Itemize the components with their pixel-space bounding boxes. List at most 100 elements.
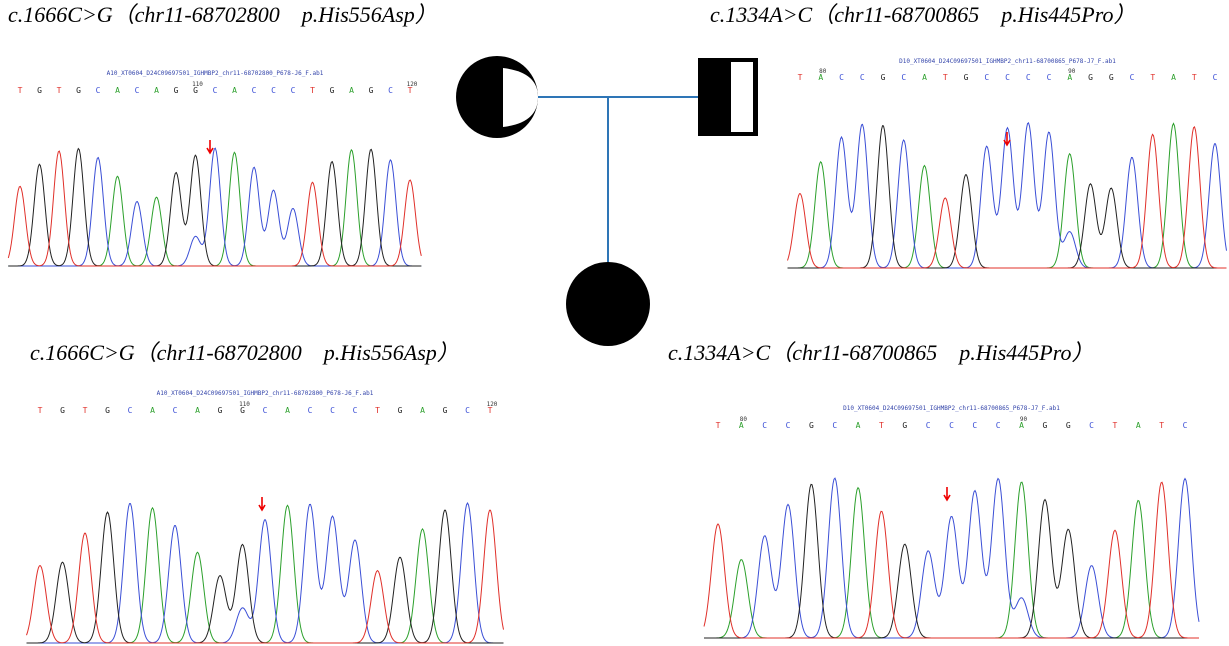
base-call: G	[60, 406, 65, 415]
base-call: T	[57, 86, 62, 95]
position-marker: 110	[239, 401, 250, 408]
base-call: T	[798, 73, 803, 82]
position-marker: 90	[1068, 68, 1076, 75]
mutation-arrow	[259, 497, 265, 510]
caption: c.1666C>G（chr11-68702800 p.His556Asp）	[8, 2, 437, 27]
base-call: A	[115, 86, 120, 95]
base-call: A	[154, 86, 159, 95]
base-call: A	[420, 406, 425, 415]
base-call: T	[1192, 73, 1197, 82]
mother-half	[503, 68, 538, 127]
trace	[27, 503, 504, 643]
base-call: G	[809, 421, 814, 430]
base-call: C	[135, 86, 140, 95]
trace	[27, 505, 504, 643]
mutation-arrow	[207, 140, 213, 153]
base-call: C	[96, 86, 101, 95]
trace	[788, 127, 1227, 268]
file-name: A10_XT0604_D24C09697501_IGHMBP2_chr11-68…	[157, 390, 374, 397]
position-marker: 120	[407, 81, 418, 88]
base-call: C	[465, 406, 470, 415]
base-call: G	[443, 406, 448, 415]
base-call: A	[349, 86, 354, 95]
base-call: G	[398, 406, 403, 415]
position-marker: 90	[1020, 416, 1028, 423]
trace	[27, 510, 504, 643]
trace	[704, 482, 1199, 638]
base-call: T	[879, 421, 884, 430]
base-call: G	[1109, 73, 1114, 82]
base-call: C	[252, 86, 257, 95]
base-call: A	[195, 406, 200, 415]
base-call: G	[369, 86, 374, 95]
base-call: A	[856, 421, 861, 430]
base-call: C	[330, 406, 335, 415]
base-call: T	[943, 73, 948, 82]
father-half	[731, 62, 753, 132]
base-call: C	[901, 73, 906, 82]
base-call: A	[285, 406, 290, 415]
base-call: G	[76, 86, 81, 95]
base-call: G	[105, 406, 110, 415]
position-marker: 120	[487, 401, 498, 408]
sequencing-panel: c.1666C>G（chr11-68702800 p.His556Asp） A10…	[8, 2, 437, 266]
base-call: C	[173, 406, 178, 415]
trace	[8, 148, 421, 266]
base-call: G	[37, 86, 42, 95]
base-call: A	[150, 406, 155, 415]
base-call: C	[1183, 421, 1188, 430]
position-marker: 80	[740, 416, 748, 423]
file-name: D10_XT0604_D24C09697501_IGHMBP2_chr11-68…	[899, 58, 1116, 65]
pedigree	[456, 56, 758, 346]
base-call: A	[232, 86, 237, 95]
base-call: A	[1171, 73, 1176, 82]
base-call: A	[922, 73, 927, 82]
base-call: C	[1130, 73, 1135, 82]
file-name: A10_XT0604_D24C09697501_IGHMBP2_chr11-68…	[107, 70, 324, 77]
base-call: C	[388, 86, 393, 95]
base-call: G	[1042, 421, 1047, 430]
base-call: C	[271, 86, 276, 95]
base-call: T	[38, 406, 43, 415]
base-call: C	[128, 406, 133, 415]
base-call: C	[263, 406, 268, 415]
base-call: G	[218, 406, 223, 415]
file-name: D10_XT0604_D24C09697501_IGHMBP2_chr11-68…	[843, 405, 1060, 412]
mutation-arrow	[944, 487, 950, 500]
trace	[8, 149, 421, 266]
base-call: C	[926, 421, 931, 430]
base-call: G	[1066, 421, 1071, 430]
base-call: C	[984, 73, 989, 82]
base-call: C	[762, 421, 767, 430]
base-call: T	[18, 86, 23, 95]
trace	[704, 478, 1199, 638]
base-call: G	[964, 73, 969, 82]
base-call: C	[213, 86, 218, 95]
base-call: C	[308, 406, 313, 415]
sequencing-panel: c.1334A>C（chr11-68700865 p.His445Pro） D10…	[668, 340, 1199, 638]
trace	[27, 510, 504, 643]
base-call: C	[832, 421, 837, 430]
base-call: T	[716, 421, 721, 430]
base-call: C	[839, 73, 844, 82]
base-call: C	[1026, 73, 1031, 82]
caption: c.1334A>C（chr11-68700865 p.His445Pro）	[710, 2, 1136, 27]
base-call: C	[786, 421, 791, 430]
base-call: C	[996, 421, 1001, 430]
base-call: C	[1005, 73, 1010, 82]
base-call: C	[1089, 421, 1094, 430]
base-call: G	[881, 73, 886, 82]
base-call: A	[1136, 421, 1141, 430]
sequencing-panel: c.1334A>C（chr11-68700865 p.His445Pro） D10…	[710, 2, 1227, 268]
base-call: T	[1113, 421, 1118, 430]
caption: c.1334A>C（chr11-68700865 p.His445Pro）	[668, 340, 1094, 365]
base-call: T	[1159, 421, 1164, 430]
trace	[704, 484, 1199, 638]
caption: c.1666C>G（chr11-68702800 p.His556Asp）	[30, 340, 459, 365]
proband	[566, 262, 650, 346]
base-call: C	[972, 421, 977, 430]
trace	[788, 126, 1227, 268]
position-marker: 80	[819, 68, 827, 75]
trace	[8, 151, 421, 266]
trace	[8, 150, 421, 266]
